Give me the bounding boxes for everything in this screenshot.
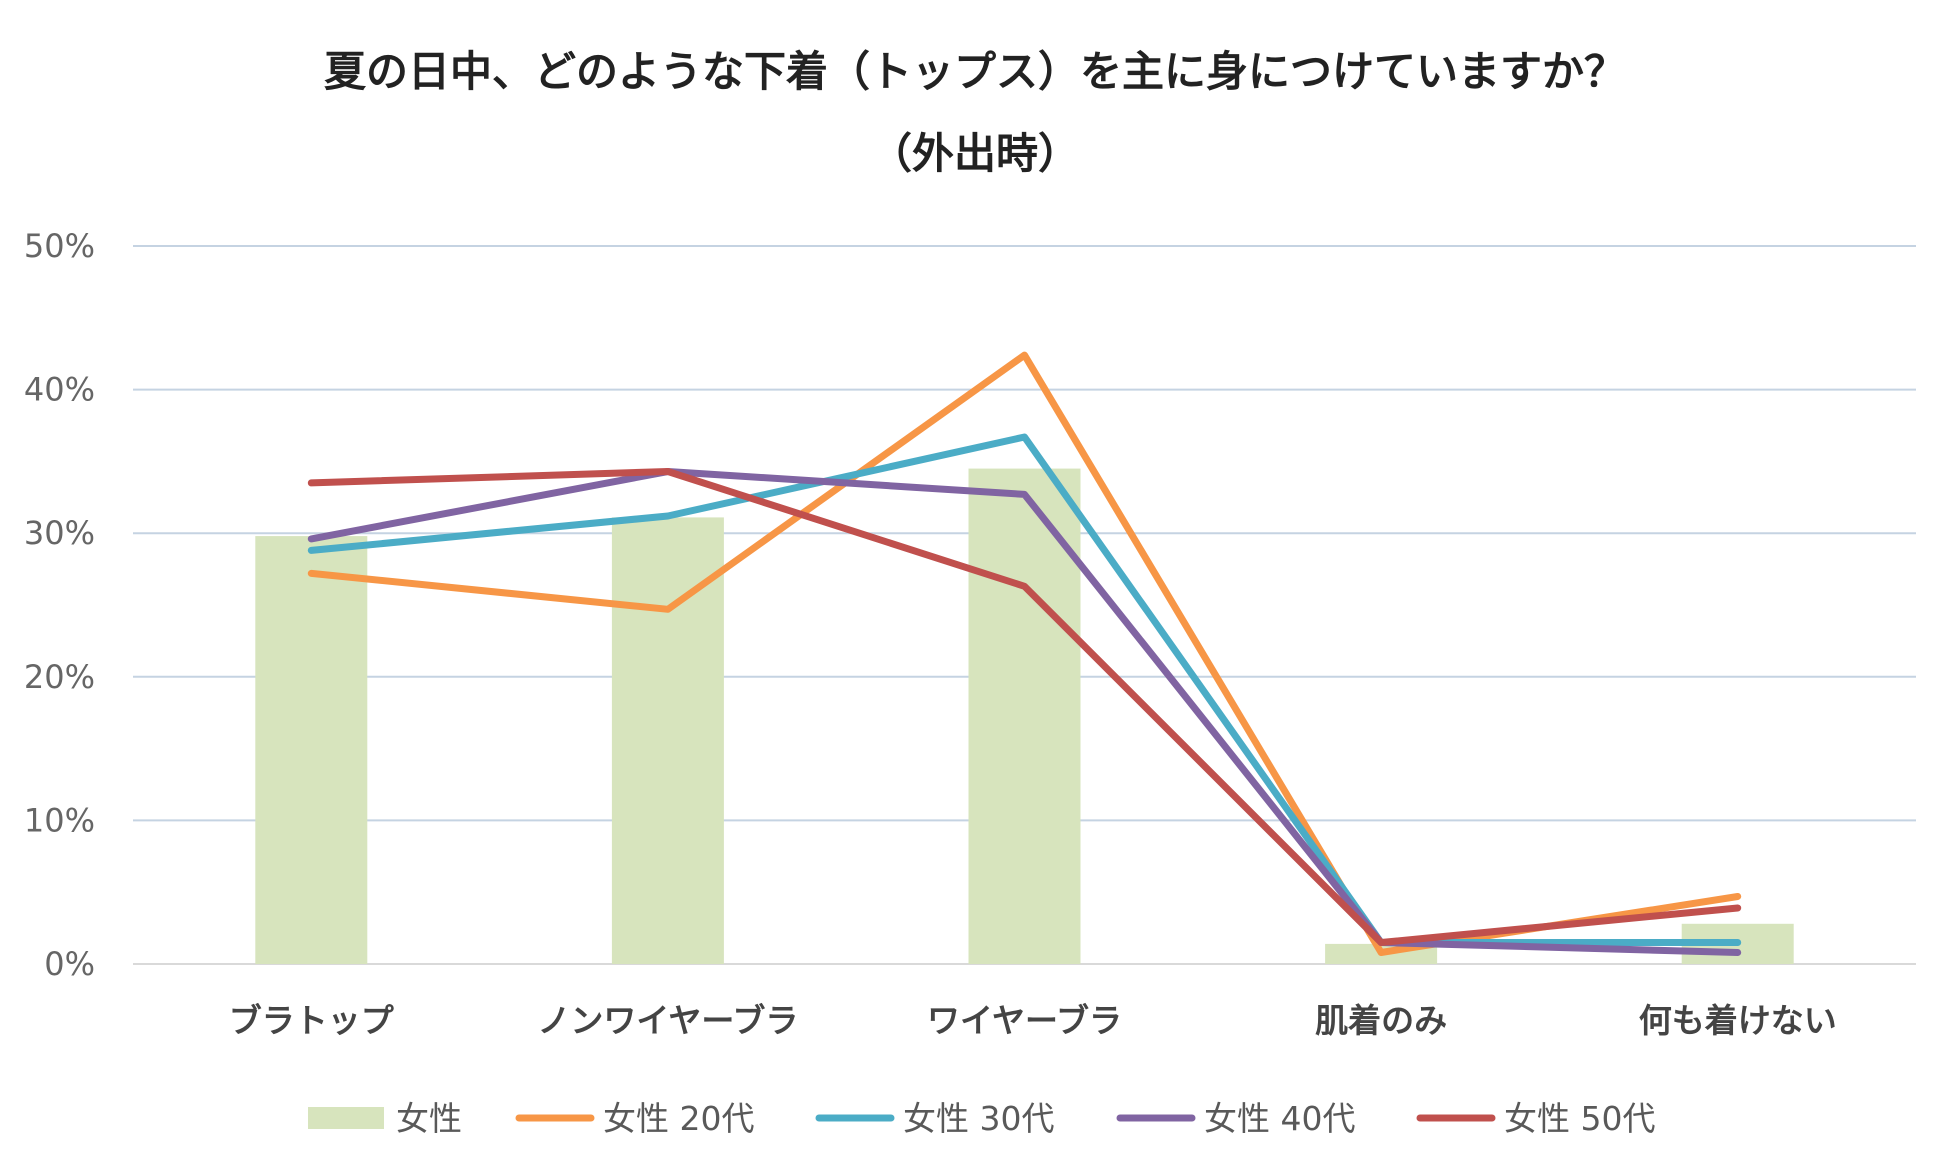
- bar: [611, 517, 724, 964]
- y-tick-label: 30%: [24, 514, 95, 552]
- chart-subtitle: （外出時）: [870, 129, 1080, 178]
- series-line: [307, 468, 1742, 956]
- legend-label: 女性 40代: [1204, 1099, 1355, 1138]
- legend-swatch: [308, 1107, 384, 1129]
- x-axis-categories: ブラトップ ノンワイヤーブラ ワイヤーブラ 肌着のみ 何も着けない: [229, 1001, 1837, 1040]
- y-tick-label: 40%: [24, 371, 95, 409]
- bar-series: [255, 468, 1794, 964]
- y-axis-ticks: 0% 10% 20% 30% 40% 50%: [24, 227, 95, 983]
- x-category-label: ノンワイヤーブラ: [537, 1001, 798, 1040]
- chart-title: 夏の日中、どのような下着（トップス）を主に身につけていますか？: [324, 47, 1626, 96]
- y-tick-label: 0%: [44, 945, 95, 983]
- x-category-label: ブラトップ: [229, 1001, 395, 1040]
- y-tick-label: 20%: [24, 658, 95, 696]
- title-group: 夏の日中、どのような下着（トップス）を主に身につけていますか？ （外出時）: [324, 47, 1626, 178]
- bar: [255, 536, 368, 964]
- legend-label: 女性 20代: [603, 1099, 754, 1138]
- x-category-label: 肌着のみ: [1315, 1001, 1447, 1040]
- legend-label: 女性: [396, 1099, 462, 1138]
- series-line: [307, 468, 1742, 946]
- legend: 女性 女性 20代 女性 30代 女性 40代 女性 50代: [308, 1099, 1655, 1138]
- line-series: [307, 351, 1742, 956]
- x-category-label: 何も着けない: [1639, 1001, 1837, 1040]
- x-category-label: ワイヤーブラ: [927, 1001, 1122, 1040]
- legend-label: 女性 50代: [1504, 1099, 1655, 1138]
- bar: [968, 468, 1081, 964]
- y-tick-label: 10%: [24, 801, 95, 839]
- y-tick-label: 50%: [24, 227, 95, 265]
- legend-label: 女性 30代: [903, 1099, 1054, 1138]
